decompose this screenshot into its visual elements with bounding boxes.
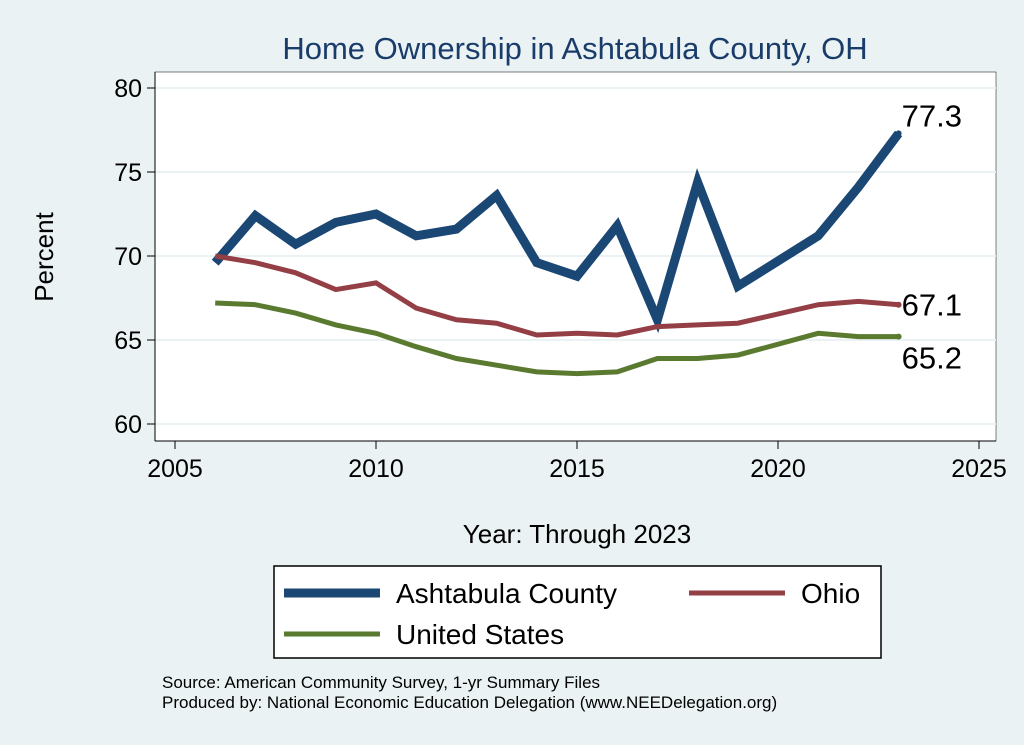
y-tick-label: 70: [114, 243, 142, 271]
x-tick-label: 2010: [348, 455, 404, 483]
x-tick-label: 2025: [951, 455, 1007, 483]
y-tick-label: 75: [114, 159, 142, 187]
series-lines: [211, 130, 903, 377]
x-tick-label: 2020: [750, 455, 806, 483]
end-value-label: 65.2: [902, 341, 962, 376]
legend-label: Ashtabula County: [396, 578, 617, 609]
end-point-marker: [895, 333, 902, 340]
legend-box: [273, 565, 882, 659]
x-tick-label: 2015: [549, 455, 605, 483]
chart-title: Home Ownership in Ashtabula County, OH: [282, 31, 867, 66]
legend-label: Ohio: [801, 578, 860, 609]
x-axis-label: Year: Through 2023: [463, 519, 691, 549]
grid-lines: [155, 87, 996, 425]
end-value-label: 77.3: [902, 98, 962, 133]
x-tick-label: 2005: [147, 455, 203, 483]
end-value-label: 67.1: [902, 288, 962, 323]
legend-label: United States: [396, 619, 564, 650]
y-tick-label: 60: [114, 411, 142, 439]
end-labels: 77.3 67.1 65.2: [895, 98, 962, 376]
end-point-marker: [895, 130, 902, 137]
legend: Ashtabula County Ohio United States: [284, 578, 860, 650]
y-axis-label: Percent: [29, 211, 59, 301]
y-tick-label: 65: [114, 327, 142, 355]
end-point-marker: [895, 301, 902, 308]
producer-note: Produced by: National Economic Education…: [162, 693, 777, 712]
y-tick-label: 80: [114, 75, 142, 103]
axes: 60 65 70 75 80 2005 2010 2015 2020 2025: [114, 72, 1007, 483]
source-note: Source: American Community Survey, 1-yr …: [162, 673, 600, 692]
